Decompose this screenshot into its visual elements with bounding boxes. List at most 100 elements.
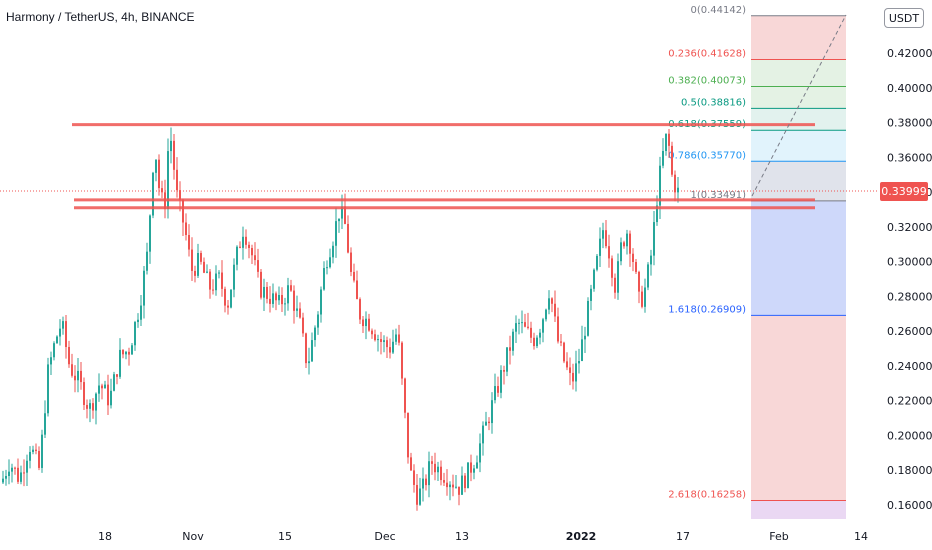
candle-body xyxy=(167,151,169,210)
candle-body xyxy=(71,364,73,376)
price-tick-label: 0.28000 xyxy=(887,290,932,303)
time-axis[interactable]: 18 Nov 15 Dec 13 2022 17 Feb 14 xyxy=(0,522,932,550)
candle-body xyxy=(443,480,445,483)
last-price-label: 0.33999 xyxy=(880,182,928,201)
candle-body xyxy=(650,255,652,265)
candle-body xyxy=(92,403,94,411)
candle-body xyxy=(245,236,247,245)
candle-body xyxy=(335,221,337,246)
candle-body xyxy=(41,434,43,468)
candle-body xyxy=(26,460,28,473)
candle-body xyxy=(17,467,19,482)
candle-body xyxy=(464,475,466,489)
price-axis[interactable]: 0.420000.400000.380000.360000.340000.320… xyxy=(878,0,932,550)
fib-level-label: 0.382(0.40073) xyxy=(668,76,746,87)
candle-body xyxy=(179,190,181,200)
candle-body xyxy=(281,295,283,305)
candle-body xyxy=(482,425,484,444)
candle-body xyxy=(89,403,91,409)
candle-body xyxy=(107,384,109,406)
candle-body xyxy=(476,462,478,469)
candle-body xyxy=(506,347,508,372)
fib-zone xyxy=(751,130,846,162)
fibonacci-zones xyxy=(751,15,846,519)
candle-body xyxy=(203,261,205,273)
candle-body xyxy=(68,346,70,365)
candle-body xyxy=(578,361,580,364)
candle-body xyxy=(500,370,502,393)
currency-unit-button[interactable]: USDT xyxy=(884,8,924,28)
candle-body xyxy=(548,298,550,310)
candle-body xyxy=(539,332,541,338)
time-tick-label: Nov xyxy=(182,530,204,543)
horizontal-levels[interactable] xyxy=(72,123,815,210)
candle-body xyxy=(632,253,634,263)
price-tick-label: 0.32000 xyxy=(887,221,932,234)
candle-body xyxy=(188,235,190,250)
candle-body xyxy=(614,277,616,293)
candle-body xyxy=(65,321,67,347)
candle-body xyxy=(644,287,646,307)
candle-body xyxy=(398,334,400,343)
title-separator: , xyxy=(134,10,142,24)
candle-body xyxy=(104,384,106,389)
candle-body xyxy=(170,140,172,152)
candle-body xyxy=(242,236,244,248)
candle-body xyxy=(2,478,4,483)
price-tick-label: 0.38000 xyxy=(887,117,932,130)
candle-body xyxy=(269,298,271,304)
candle-body xyxy=(266,286,268,299)
candle-body xyxy=(302,317,304,334)
candle-body xyxy=(479,443,481,463)
candle-body xyxy=(308,361,310,364)
candle-body xyxy=(545,309,547,320)
candle-body xyxy=(296,308,298,311)
candle-body xyxy=(605,230,607,247)
candle-body xyxy=(647,264,649,288)
candle-body xyxy=(662,151,664,166)
candle-body xyxy=(392,341,394,353)
candle-body xyxy=(53,343,55,358)
candle-body xyxy=(677,187,679,193)
candle-body xyxy=(431,461,433,464)
candle-body xyxy=(209,271,211,290)
candle-body xyxy=(377,339,379,341)
candle-body xyxy=(32,449,34,452)
candle-body xyxy=(641,291,643,307)
candle-body xyxy=(221,272,223,289)
candle-body xyxy=(263,286,265,298)
candle-body xyxy=(575,363,577,382)
candle-body xyxy=(257,260,259,272)
candle-body xyxy=(191,249,193,271)
fib-zone xyxy=(751,500,846,519)
fib-zone xyxy=(751,108,846,131)
candle-body xyxy=(374,334,376,341)
candle-body xyxy=(206,271,208,273)
candle-body xyxy=(113,374,115,391)
candle-body xyxy=(653,222,655,256)
time-tick-label: Dec xyxy=(374,530,395,543)
chart-title: Harmony / TetherUS, 4h, BINANCE xyxy=(6,10,195,24)
candle-body xyxy=(98,385,100,394)
price-tick-label: 0.16000 xyxy=(887,499,932,512)
candle-body xyxy=(422,478,424,489)
candle-body xyxy=(671,145,673,175)
candle-body xyxy=(488,421,490,424)
candle-body xyxy=(152,172,154,216)
fib-level-label: 0.236(0.41628) xyxy=(668,48,746,59)
price-tick-label: 0.26000 xyxy=(887,325,932,338)
candle-body xyxy=(11,467,13,472)
title-separator: , xyxy=(114,10,122,24)
fib-level-label: 0.786(0.35770) xyxy=(668,150,746,161)
candle-body xyxy=(272,293,274,304)
time-tick-label: 15 xyxy=(278,530,292,543)
candle-body xyxy=(197,253,199,276)
candle-body xyxy=(521,322,523,324)
candle-body xyxy=(131,345,133,355)
candle-body xyxy=(218,272,220,274)
price-tick-label: 0.24000 xyxy=(887,360,932,373)
candle-body xyxy=(38,450,40,468)
candle-body xyxy=(536,337,538,347)
fib-trend-line[interactable] xyxy=(751,14,847,197)
